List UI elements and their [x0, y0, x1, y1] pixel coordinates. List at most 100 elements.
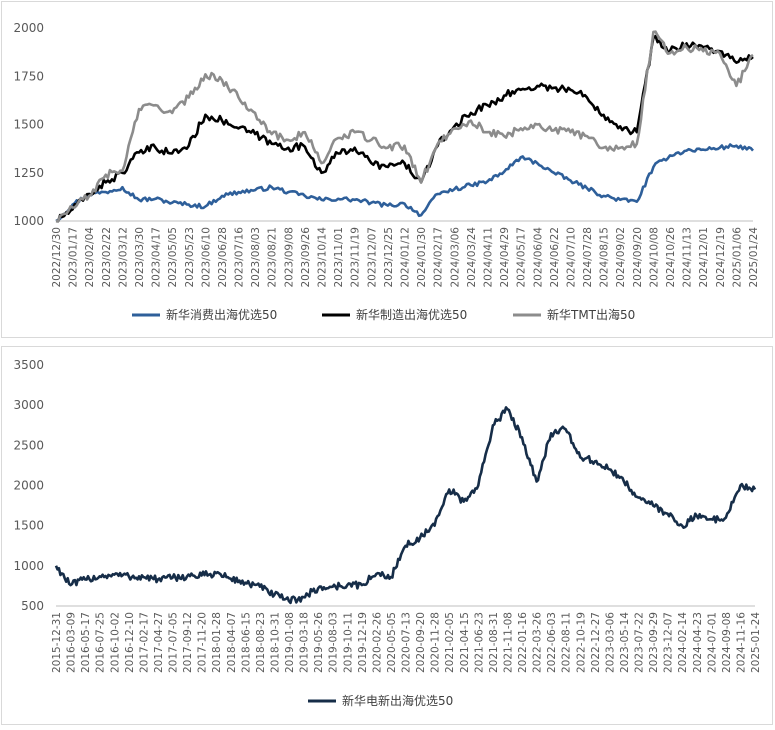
line-chart-export-indices: 2000 1750 1500 1250 1000 2022/12/30 2023/01/17…: [13, 21, 760, 322]
y-tick-label: 1500: [13, 118, 44, 132]
x-tick-label: 2024/05/17: [516, 227, 528, 288]
x-tick-label: 2017-07-05: [168, 612, 180, 673]
x-tick-label: 2024/06/22: [549, 227, 561, 288]
x-tick-label: 2023/04/17: [151, 227, 163, 288]
x-tick-label: 2024-09-08: [721, 612, 733, 673]
x-tick-label: 2019-01-08: [284, 612, 296, 673]
x-tick-label: 2025/01/24: [748, 227, 760, 288]
x-tick-label: 2017-04-27: [153, 612, 165, 673]
x-tick-label: 2023/09/26: [300, 227, 312, 288]
series-line-0: [54, 406, 757, 605]
x-tick-label: 2018-10-31: [269, 612, 281, 673]
x-tick-label: 2024/07/28: [582, 227, 594, 288]
x-tick-label: 2023/08/21: [267, 227, 279, 288]
x-tick-label: 2024/12/19: [715, 227, 727, 288]
y-tick-label: 1750: [13, 69, 44, 83]
x-tick-label: 2024/12/01: [698, 227, 710, 288]
series-line-0: [55, 143, 754, 223]
y-tick-label: 3500: [13, 358, 44, 372]
x-tick-label: 2023/01/17: [68, 227, 80, 288]
x-tick-label: 2023/12/25: [383, 227, 395, 288]
x-tick-label: 2019-05-26: [313, 612, 325, 673]
x-tick-label: 2024/07/10: [565, 227, 577, 288]
y-tick-label: 500: [21, 599, 44, 613]
x-tick-label: 2024/03/24: [466, 227, 478, 288]
y-tick-label: 3000: [13, 398, 44, 412]
x-tick-label: 2017-02-17: [138, 612, 150, 673]
x-tick-label: 2019-08-03: [328, 612, 340, 673]
x-tick-label: 2023/03/12: [117, 227, 129, 288]
x-tick-label: 2024/01/30: [416, 227, 428, 288]
x-tick-label: 2024-04-23: [692, 612, 704, 673]
x-tick-label: 2021-06-23: [473, 612, 485, 673]
x-tick-label: 2020-11-28: [430, 612, 442, 673]
y-tick-label: 1000: [13, 559, 44, 573]
x-tick-label: 2023/08/03: [250, 227, 262, 288]
x-tick-label: 2022-10-19: [575, 612, 587, 673]
x-tick-label: 2023-03-06: [604, 612, 616, 673]
legend-label: 新华TMT出海50: [547, 307, 635, 322]
x-tick-label: 2018-04-07: [226, 612, 238, 673]
x-tick-label: 2023-12-07: [663, 612, 675, 673]
x-tick-label: 2015-12-31: [51, 612, 63, 673]
x-tick-label: 2023-07-22: [634, 612, 646, 673]
x-tick-label: 2023/05/05: [167, 227, 179, 288]
legend-label: 新华电新出海优选50: [342, 693, 453, 708]
x-tick-label: 2019-12-19: [357, 612, 369, 673]
series-line-2: [55, 30, 754, 223]
x-tick-label: 2022-06-03: [546, 612, 558, 673]
x-tick-label: 2024/02/17: [433, 227, 445, 288]
chart-panel-new-energy-index: 3500 3000 2500 2000 1500 1000 500 2015-12-31 201…: [0, 345, 775, 726]
x-tick-label: 2023/11/01: [333, 227, 345, 288]
y-tick-label: 2500: [13, 438, 44, 452]
x-tick-label: 2017-09-12: [182, 612, 194, 673]
x-tick-label: 2024-11-16: [735, 612, 747, 673]
x-tick-label: 2023/06/10: [200, 227, 212, 288]
x-tick-label: 2024/10/08: [648, 227, 660, 288]
chart-frame: [1, 346, 773, 725]
y-tick-label: 2000: [13, 479, 44, 493]
legend-label: 新华制造出海优选50: [356, 307, 467, 322]
x-tick-label: 2020-07-13: [401, 612, 413, 673]
x-tick-label: 2025/01/06: [731, 227, 743, 288]
x-tick-label: 2023/09/08: [283, 227, 295, 288]
legend-label: 新华消费出海优选50: [166, 307, 277, 322]
x-tick-label: 2024/08/15: [599, 227, 611, 288]
x-tick-label: 2024/11/13: [682, 227, 694, 288]
x-tick-label: 2021-02-05: [444, 612, 456, 673]
x-tick-label: 2016-12-10: [124, 612, 136, 673]
chart-frame: [1, 1, 773, 338]
x-tick-label: 2023-09-29: [648, 612, 660, 673]
x-tick-label: 2023/02/22: [101, 227, 113, 288]
x-tick-label: 2016-10-02: [109, 612, 121, 673]
x-tick-label: 2025-01-24: [750, 612, 762, 673]
x-tick-label: 2024/10/26: [665, 227, 677, 288]
x-tick-label: 2022-12-27: [590, 612, 602, 673]
y-tick-label: 1250: [13, 166, 44, 180]
y-tick-label: 2000: [13, 21, 44, 35]
x-tick-label: 2023-05-14: [619, 612, 631, 673]
x-tick-label: 2022-08-11: [561, 612, 573, 673]
x-tick-label: 2023/12/07: [366, 227, 378, 288]
x-tick-label: 2024/09/20: [632, 227, 644, 288]
x-tick-label: 2021-04-15: [459, 612, 471, 673]
x-tick-label: 2023/02/04: [84, 227, 96, 288]
x-tick-label: 2024-02-14: [677, 612, 689, 673]
x-tick-label: 2024-07-01: [706, 612, 718, 673]
x-tick-label: 2024/06/04: [532, 227, 544, 288]
x-tick-label: 2023/06/28: [217, 227, 229, 288]
x-tick-label: 2022-03-26: [532, 612, 544, 673]
x-tick-label: 2024/04/11: [482, 227, 494, 288]
x-tick-label: 2018-06-15: [240, 612, 252, 673]
x-tick-label: 2023/11/19: [350, 227, 362, 288]
x-tick-label: 2018-01-28: [211, 612, 223, 673]
x-tick-label: 2019-03-18: [299, 612, 311, 673]
x-tick-label: 2017-11-20: [197, 612, 209, 673]
x-tick-label: 2023/07/16: [234, 227, 246, 288]
y-tick-label: 1000: [13, 214, 44, 228]
x-tick-label: 2022-01-16: [517, 612, 529, 673]
x-tick-label: 2024/09/02: [615, 227, 627, 288]
x-tick-label: 2024/03/06: [449, 227, 461, 288]
x-tick-label: 2016-05-17: [80, 612, 92, 673]
